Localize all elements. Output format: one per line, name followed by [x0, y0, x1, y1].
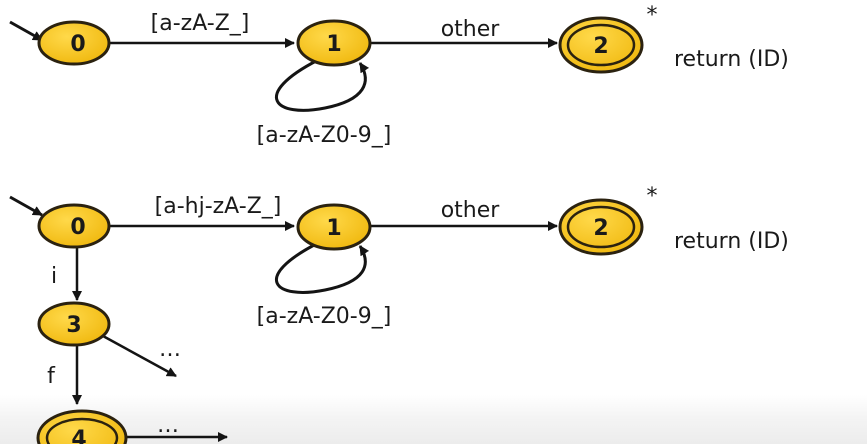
accept-action: return (ID) — [674, 229, 789, 254]
state-2-outer — [558, 16, 644, 74]
state-2-label: 2 — [593, 34, 608, 59]
state-3 — [37, 301, 111, 347]
start-arrow — [9, 195, 43, 217]
edge-label-3-to-more: … — [159, 337, 181, 362]
dfa-bottom: [a-hj-zA-Z_] other [a-zA-Z0-9_] i f … … … — [9, 184, 789, 444]
state-2-outer — [558, 198, 644, 256]
state-1 — [296, 19, 372, 67]
edge-label-0-to-3: i — [51, 264, 57, 289]
state-1-label: 1 — [326, 216, 341, 241]
state-3-label: 3 — [66, 313, 81, 338]
state-0 — [37, 20, 111, 66]
state-1-label: 1 — [326, 32, 341, 57]
state-4-outer — [36, 409, 128, 444]
edge-label-1-to-2: other — [441, 17, 501, 42]
state-2-inner — [566, 23, 636, 67]
loop-label-1: [a-zA-Z0-9_] — [257, 304, 392, 329]
loop-label-1: [a-zA-Z0-9_] — [257, 123, 392, 148]
self-loop-1 — [275, 241, 370, 294]
retract-star: * — [647, 184, 658, 209]
edge-label-1-to-2: other — [441, 198, 501, 223]
state-0 — [37, 203, 111, 249]
state-2-inner — [566, 205, 636, 249]
edge-label-0-to-1: [a-zA-Z_] — [151, 11, 250, 36]
edge-label-0-to-1: [a-hj-zA-Z_] — [155, 194, 282, 219]
accept-action: return (ID) — [674, 47, 789, 72]
state-4-label: 4 — [71, 427, 86, 444]
edge-label-4-to-more: … — [157, 413, 179, 438]
dfa-top: [a-zA-Z_] other [a-zA-Z0-9_] 0 1 2 * ret… — [9, 3, 789, 148]
state-1 — [296, 203, 372, 251]
self-loop-1 — [275, 58, 370, 112]
state-4-inner — [45, 417, 119, 444]
state-2-label: 2 — [593, 216, 608, 241]
start-arrow — [9, 20, 43, 42]
edge-3-to-more — [102, 334, 177, 378]
state-0-label: 0 — [70, 32, 85, 57]
edge-label-3-to-4: f — [47, 364, 56, 389]
state-0-label: 0 — [70, 215, 85, 240]
retract-star: * — [647, 3, 658, 28]
